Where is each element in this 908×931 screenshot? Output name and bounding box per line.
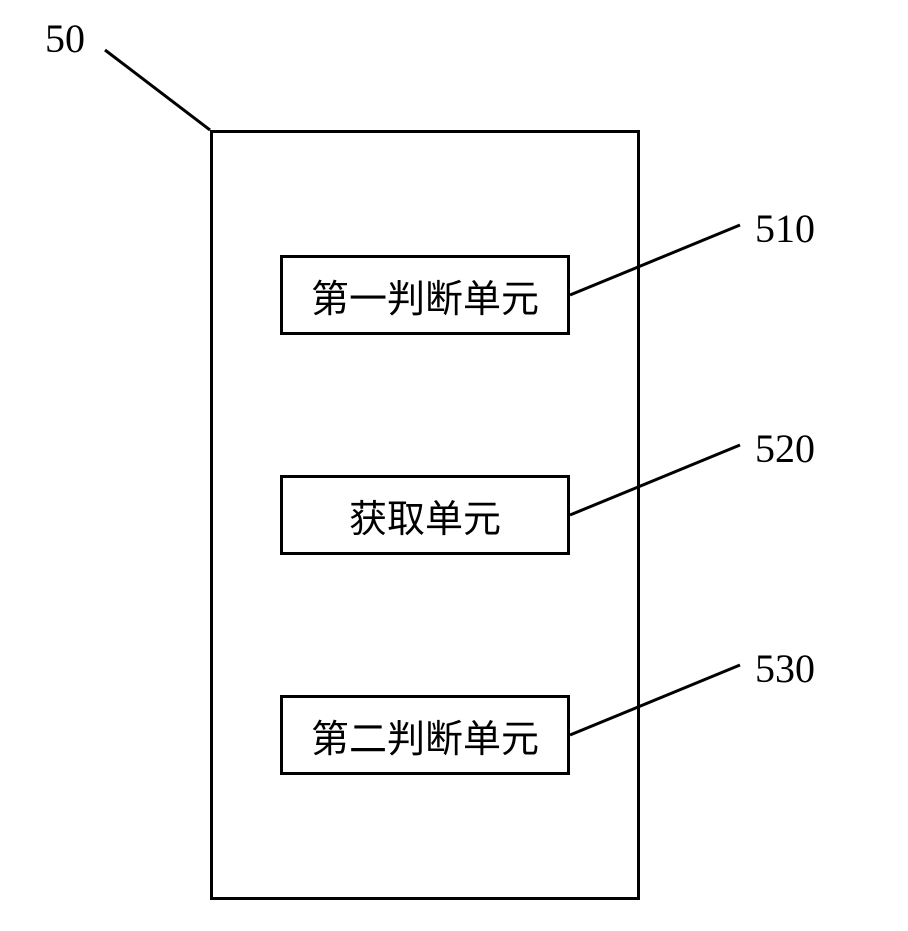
ref-label-510: 510 [755, 205, 815, 252]
unit-box-510: 第一判断单元 [280, 255, 570, 335]
unit-label-530: 第二判断单元 [311, 708, 539, 763]
ref-label-520: 520 [755, 425, 815, 472]
ref-label-50: 50 [45, 15, 85, 62]
unit-box-530: 第二判断单元 [280, 695, 570, 775]
unit-label-510: 第一判断单元 [311, 268, 539, 323]
diagram-canvas: 第一判断单元 获取单元 第二判断单元 50 510 520 530 [0, 0, 908, 931]
unit-label-520: 获取单元 [349, 488, 501, 543]
ref-label-530: 530 [755, 645, 815, 692]
unit-box-520: 获取单元 [280, 475, 570, 555]
leader-50 [105, 50, 210, 130]
